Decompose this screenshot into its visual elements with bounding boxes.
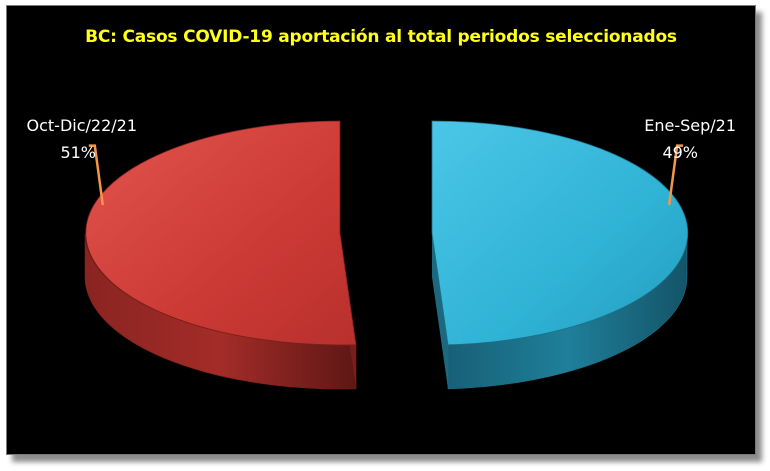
slice-value-label: 49% <box>662 143 698 162</box>
pie-slice-top <box>85 120 357 346</box>
pie-slice-cut-face <box>432 233 448 389</box>
leader-line <box>667 144 684 206</box>
slice-label: Oct-Dic/22/21 <box>27 116 138 135</box>
slice-label: Ene-Sep/21 <box>644 116 736 135</box>
chart-title: BC: Casos COVID-19 aportación al total p… <box>85 27 677 47</box>
leader-line <box>88 144 105 206</box>
pie-slice-1: Ene-Sep/21 49% <box>431 116 736 390</box>
pie-slice-top <box>431 120 689 346</box>
slice-value-label: 51% <box>60 143 96 162</box>
pie-slice-2: Oct-Dic/22/21 51% <box>27 116 357 390</box>
